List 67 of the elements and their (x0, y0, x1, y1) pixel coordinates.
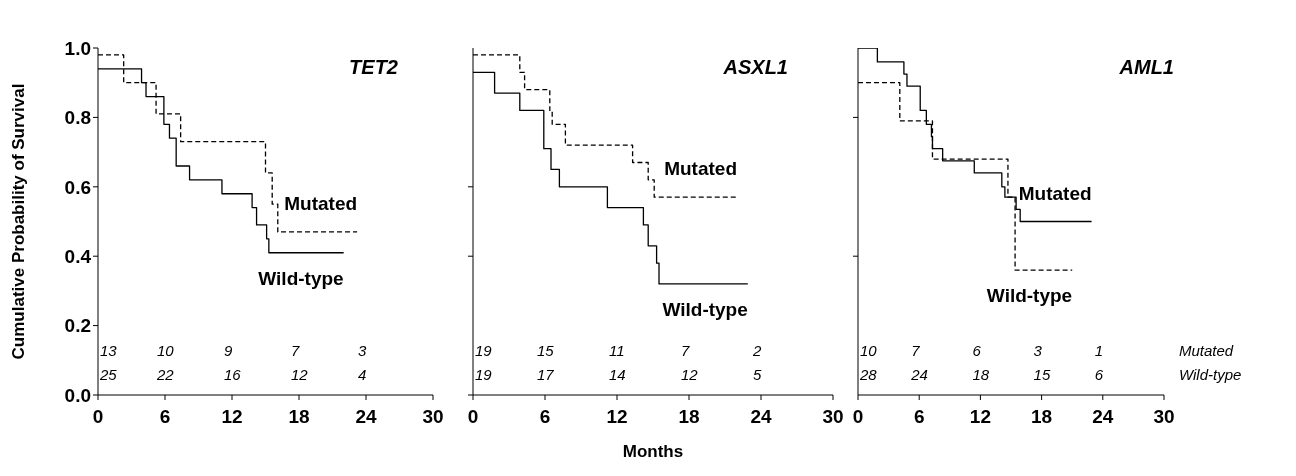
chart-title: TET2 (349, 56, 398, 79)
y-tick-label: 0.2 (64, 315, 91, 337)
annotation: 6 (1094, 365, 1104, 385)
annotation: 4 (358, 365, 367, 385)
x-tick-label: 30 (822, 406, 844, 428)
series-label: Mutated (1018, 182, 1092, 204)
annotation: 12 (681, 365, 698, 385)
annotation: 25 (100, 365, 117, 385)
x-tick-label: 12 (221, 406, 243, 428)
x-tick-label: 24 (750, 406, 772, 428)
chart-title: ASXL1 (723, 56, 788, 79)
text: Wild-type (1179, 365, 1242, 385)
x-tick-label: 6 (159, 406, 171, 428)
annotation: 15 (1033, 365, 1051, 385)
annotation: 3 (358, 341, 367, 361)
x-tick-label: 0 (852, 406, 864, 428)
annotation: 19 (475, 365, 492, 385)
y-axis-title: Cumulative Probability of Survival (9, 83, 29, 360)
x-tick-label: 0 (467, 406, 479, 428)
annotation: 28 (860, 365, 877, 385)
series-label: Mutated (664, 158, 737, 180)
annotation: 7 (681, 341, 690, 361)
text: Mutated (1179, 341, 1234, 361)
x-tick-label: 30 (1153, 406, 1175, 428)
annotation: 16 (224, 365, 241, 385)
chart-title: AML1 (1119, 56, 1174, 79)
y-tick-label: 1.0 (64, 37, 91, 59)
annotation: 15 (537, 341, 554, 361)
annotation: 7 (911, 341, 920, 361)
x-tick-label: 24 (355, 406, 377, 428)
x-tick-label: 18 (1031, 406, 1053, 428)
x-tick-label: 0 (92, 406, 104, 428)
y-tick-label: 0.8 (64, 107, 91, 129)
annotation: 10 (157, 341, 174, 361)
series-label: Wild-type (258, 267, 344, 289)
x-tick-label: 30 (422, 406, 444, 428)
y-tick-label: 0.4 (64, 245, 92, 267)
annotation: 24 (911, 365, 928, 385)
annotation: 17 (537, 365, 554, 385)
annotation: 7 (291, 341, 300, 361)
x-tick-label: 24 (1092, 406, 1114, 428)
x-tick-label: 18 (678, 406, 700, 428)
series-label: Wild-type (662, 298, 748, 320)
annotation: 12 (291, 365, 308, 385)
y-tick-label: 0.6 (64, 176, 91, 198)
annotation: 9 (224, 341, 233, 361)
annotation: 14 (609, 365, 626, 385)
annotation: 18 (972, 365, 990, 385)
annotation: 13 (100, 341, 117, 361)
series-label: Wild-type (986, 285, 1073, 307)
annotation: 11 (609, 341, 625, 361)
annotation: 19 (475, 341, 492, 361)
x-tick-label: 18 (288, 406, 310, 428)
x-tick-label: 12 (969, 406, 991, 428)
x-tick-label: 12 (606, 406, 628, 428)
x-tick-label: 6 (913, 406, 925, 428)
annotation: 6 (972, 341, 981, 361)
x-tick-label: 6 (539, 406, 551, 428)
annotation: 5 (753, 365, 762, 385)
series-label: Mutated (284, 192, 358, 214)
annotation: 22 (157, 365, 174, 385)
annotation: 3 (1033, 341, 1042, 361)
annotation: 2 (753, 341, 762, 361)
y-tick-label: 0.0 (64, 384, 91, 406)
annotation: 1 (1094, 341, 1104, 361)
annotation: 10 (860, 341, 877, 361)
x-axis-title: Months (622, 442, 684, 461)
